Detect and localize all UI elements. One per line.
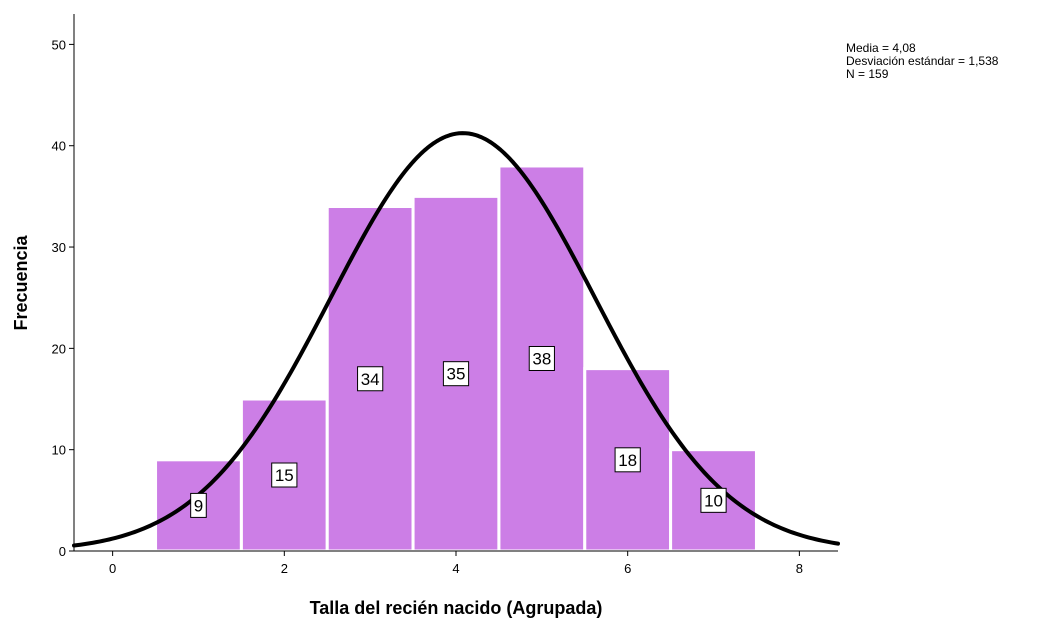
stats-n: N = 159 — [846, 67, 889, 81]
y-tick-label: 50 — [52, 37, 66, 52]
y-tick-label: 40 — [52, 139, 66, 154]
y-axis-title: Frecuencia — [11, 234, 31, 330]
data-label-box — [528, 345, 555, 371]
data-label-value: 9 — [194, 496, 203, 515]
data-label-box — [190, 492, 207, 518]
data-label-box — [700, 487, 727, 513]
y-tick-label: 10 — [52, 443, 66, 458]
x-tick-label: 4 — [452, 561, 459, 576]
data-label-1: 9 — [190, 492, 207, 518]
data-label-value: 15 — [275, 466, 294, 485]
x-tick-label: 0 — [109, 561, 116, 576]
data-label-box — [271, 462, 298, 488]
bars-layer — [154, 164, 758, 553]
stats-mean: Media = 4,08 — [846, 41, 916, 55]
ticks-layer: 0 10 20 30 40 50 0 2 4 6 8 — [52, 37, 803, 576]
data-label-4: 35 — [442, 361, 470, 387]
data-label-box — [614, 447, 641, 473]
data-label-3: 34 — [357, 366, 384, 392]
y-tick-label: 30 — [52, 240, 66, 255]
data-label-value: 35 — [447, 365, 466, 384]
data-label-value: 10 — [704, 491, 723, 510]
y-tick-label: 0 — [59, 544, 66, 559]
data-label-value: 38 — [532, 349, 551, 368]
data-label-value: 18 — [618, 451, 637, 470]
stats-annotation: Media = 4,08 Desviación estándar = 1,538… — [846, 41, 999, 81]
data-label-box — [357, 366, 384, 392]
data-labels-layer: 9 15 34 35 38 18 10 — [190, 345, 727, 518]
data-label-5: 38 — [528, 345, 555, 371]
x-tick-label: 6 — [624, 561, 631, 576]
data-label-7: 10 — [700, 487, 727, 513]
x-tick-label: 8 — [796, 561, 803, 576]
y-tick-label: 20 — [52, 341, 66, 356]
data-label-value: 34 — [361, 370, 380, 389]
normal-distribution-curve — [72, 131, 840, 548]
data-label-2: 15 — [271, 462, 298, 488]
stats-sd: Desviación estándar = 1,538 — [846, 54, 999, 68]
x-axis-title: Talla del recién nacido (Agrupada) — [310, 598, 603, 618]
x-tick-label: 2 — [281, 561, 288, 576]
data-label-box — [442, 361, 470, 387]
curve-layer — [72, 131, 840, 548]
data-label-6: 18 — [614, 447, 641, 473]
